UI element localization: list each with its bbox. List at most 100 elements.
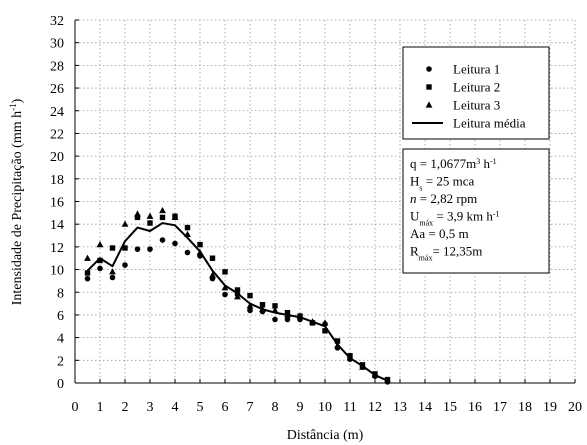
parameter-line: Aa = 0,5 m [410,226,469,241]
data-point [334,338,341,344]
x-tick-label: 19 [543,400,557,415]
data-point [84,270,91,276]
x-tick-label: 11 [343,400,356,415]
x-tick-label: 14 [418,400,432,415]
data-point [321,319,329,326]
data-point [84,275,91,282]
y-tick-label: 0 [57,377,64,392]
x-axis-title: Distância (m) [287,428,364,443]
data-point [96,241,104,248]
legend-item: Leitura 1 [426,62,500,77]
y-tick-label: 6 [57,309,64,324]
data-point [122,245,128,251]
y-tick-label: 20 [50,150,64,165]
y-tick-label: 8 [57,286,64,301]
y-tick-label: 14 [50,218,64,233]
x-tick-label: 15 [443,400,457,415]
y-tick-label: 10 [50,264,64,279]
data-point [134,214,141,221]
data-point [134,210,141,217]
data-point [184,224,191,231]
x-tick-label: 8 [272,400,279,415]
x-tick-label: 1 [97,400,104,415]
data-point [246,302,254,309]
x-tick-label: 2 [122,400,129,415]
data-point [259,302,266,308]
x-tick-label: 0 [72,400,79,415]
legend-marker [426,84,432,90]
data-point [272,316,278,323]
data-point [247,307,253,314]
legend-label: Leitura 3 [453,98,500,113]
series-4 [86,222,388,382]
x-tick-label: 10 [318,400,332,415]
data-point [284,316,291,323]
data-point [146,212,154,219]
x-tick-label: 5 [197,400,204,415]
data-point [184,249,191,256]
axes: 0 1 2 3 4 5 6 7 8 9 10 11 12 13 14 15 16 17 18 19 2002468101… [50,14,582,415]
parameters-frame [402,148,550,274]
y-tick-label: 12 [50,241,64,256]
data-point [197,241,203,248]
y-axis-title-sup: -1 [8,103,18,111]
y-tick-label: 30 [50,37,64,52]
x-tick-label: 6 [222,400,229,415]
data-point [322,328,328,334]
y-axis-title: Intensidade de Precipitação (mm h-1) [8,98,25,305]
y-axis-title-main: Intensidade de Precipitação (mm h [10,111,25,305]
data-point [221,284,229,291]
data-point [234,293,241,300]
y-tick-label: 32 [50,14,64,29]
data-point [222,291,228,298]
data-point [159,237,166,243]
data-point [109,245,116,251]
data-point [84,254,91,261]
series-1 [84,237,391,385]
x-tick-label: 7 [247,400,254,415]
data-point [171,213,179,220]
parameter-line: Umáx = 3,9 km h-1 [410,209,500,228]
x-tick-label: 3 [147,400,154,415]
parameter-line: n = 2,82 rpm [410,191,477,206]
legend-item: Leitura média [412,116,526,131]
data-point [234,287,241,293]
data-point [109,274,116,281]
y-tick-label: 24 [50,105,64,120]
y-tick-label: 22 [50,127,64,142]
y-tick-label: 18 [50,173,64,188]
y-tick-label: 26 [50,82,64,97]
y-tick-label: 28 [50,59,64,74]
x-tick-label: 16 [468,400,482,415]
data-point [121,220,129,227]
legend-item: Leitura 3 [425,98,500,113]
data-point [209,255,216,261]
legend-label: Leitura média [453,116,526,131]
legend: Leitura 1 Leitura 2 Leitura 3 Leitura média [402,46,550,140]
data-point [147,246,153,252]
data-point [172,240,178,247]
data-point [122,262,128,268]
parameter-line: Hs = 25 mca [410,174,474,193]
x-tick-label: 13 [393,400,407,415]
parameter-line: Rmáx= 12,35m [410,244,482,263]
data-point [97,257,103,264]
legend-label: Leitura 2 [453,80,500,95]
y-tick-label: 2 [57,354,64,369]
data-point [97,265,103,272]
data-point [222,269,228,275]
data-point [109,268,116,275]
y-tick-label: 4 [57,332,64,347]
x-tick-label: 20 [568,400,582,415]
data-point [159,206,166,214]
y-tick-label: 16 [50,196,64,211]
data-point [159,214,166,221]
legend-marker [425,101,433,108]
y-axis-title-end: ) [10,98,25,103]
x-tick-label: 9 [297,400,304,415]
data-point [272,303,278,309]
data-point [134,246,141,252]
mean-line [86,222,388,382]
